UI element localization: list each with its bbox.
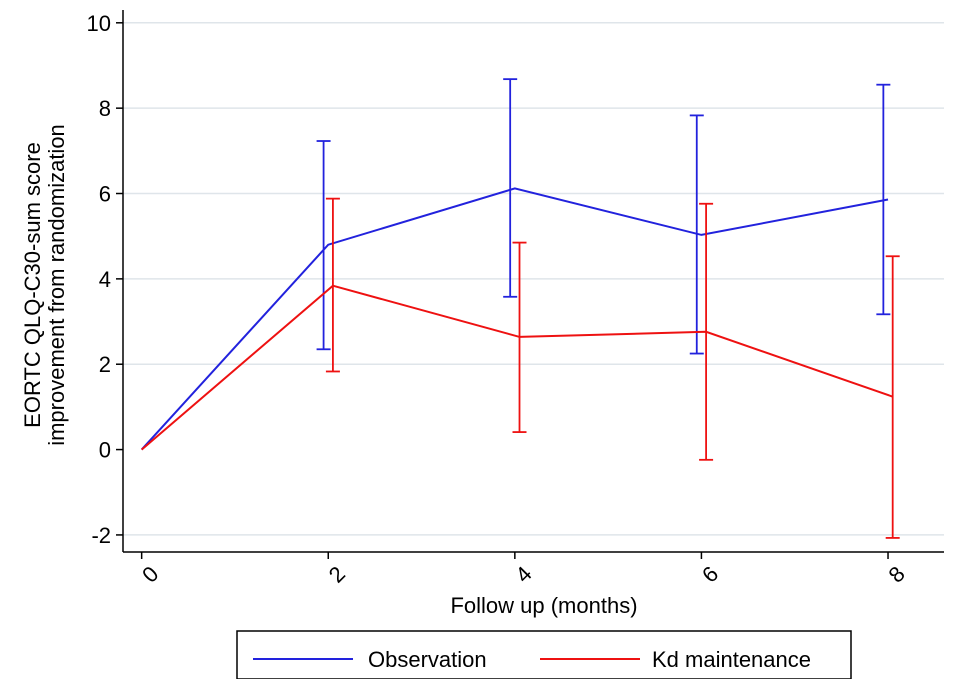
y-axis-title: EORTC QLQ-C30-sum score improvement from… [20, 124, 69, 446]
series-line-observation [140, 187, 889, 451]
y-axis-title-line-2: improvement from randomization [44, 124, 69, 446]
series-observation [140, 78, 891, 451]
legend: Observation Kd maintenance [236, 630, 852, 679]
y-axis-title-line-1: EORTC QLQ-C30-sum score [20, 142, 45, 428]
x-tick-label: 0 [137, 561, 163, 587]
x-tick-label: 6 [697, 561, 723, 587]
y-tick-label: 10 [87, 11, 111, 36]
series-layer [140, 78, 900, 539]
legend-label-observation: Observation [368, 647, 487, 672]
x-tick-label: 8 [884, 561, 910, 587]
axes: -2 0 2 4 6 8 10 0 2 4 6 8 [87, 10, 944, 588]
y-tick-label: 8 [99, 96, 111, 121]
y-tick-label: 2 [99, 352, 111, 377]
x-tick-label: 2 [324, 561, 350, 587]
legend-box [236, 630, 852, 679]
series-line-kd-maintenance [141, 284, 894, 451]
y-tick-label: 6 [99, 182, 111, 207]
x-axis-title: Follow up (months) [450, 593, 637, 618]
x-tick-label: 4 [510, 561, 536, 587]
gridlines [123, 22, 944, 536]
legend-label-kd-maintenance: Kd maintenance [652, 647, 811, 672]
y-tick-label: 0 [99, 438, 111, 463]
series-kd-maintenance [141, 197, 900, 539]
y-tick-label: 4 [99, 267, 111, 292]
y-tick-label: -2 [91, 523, 111, 548]
